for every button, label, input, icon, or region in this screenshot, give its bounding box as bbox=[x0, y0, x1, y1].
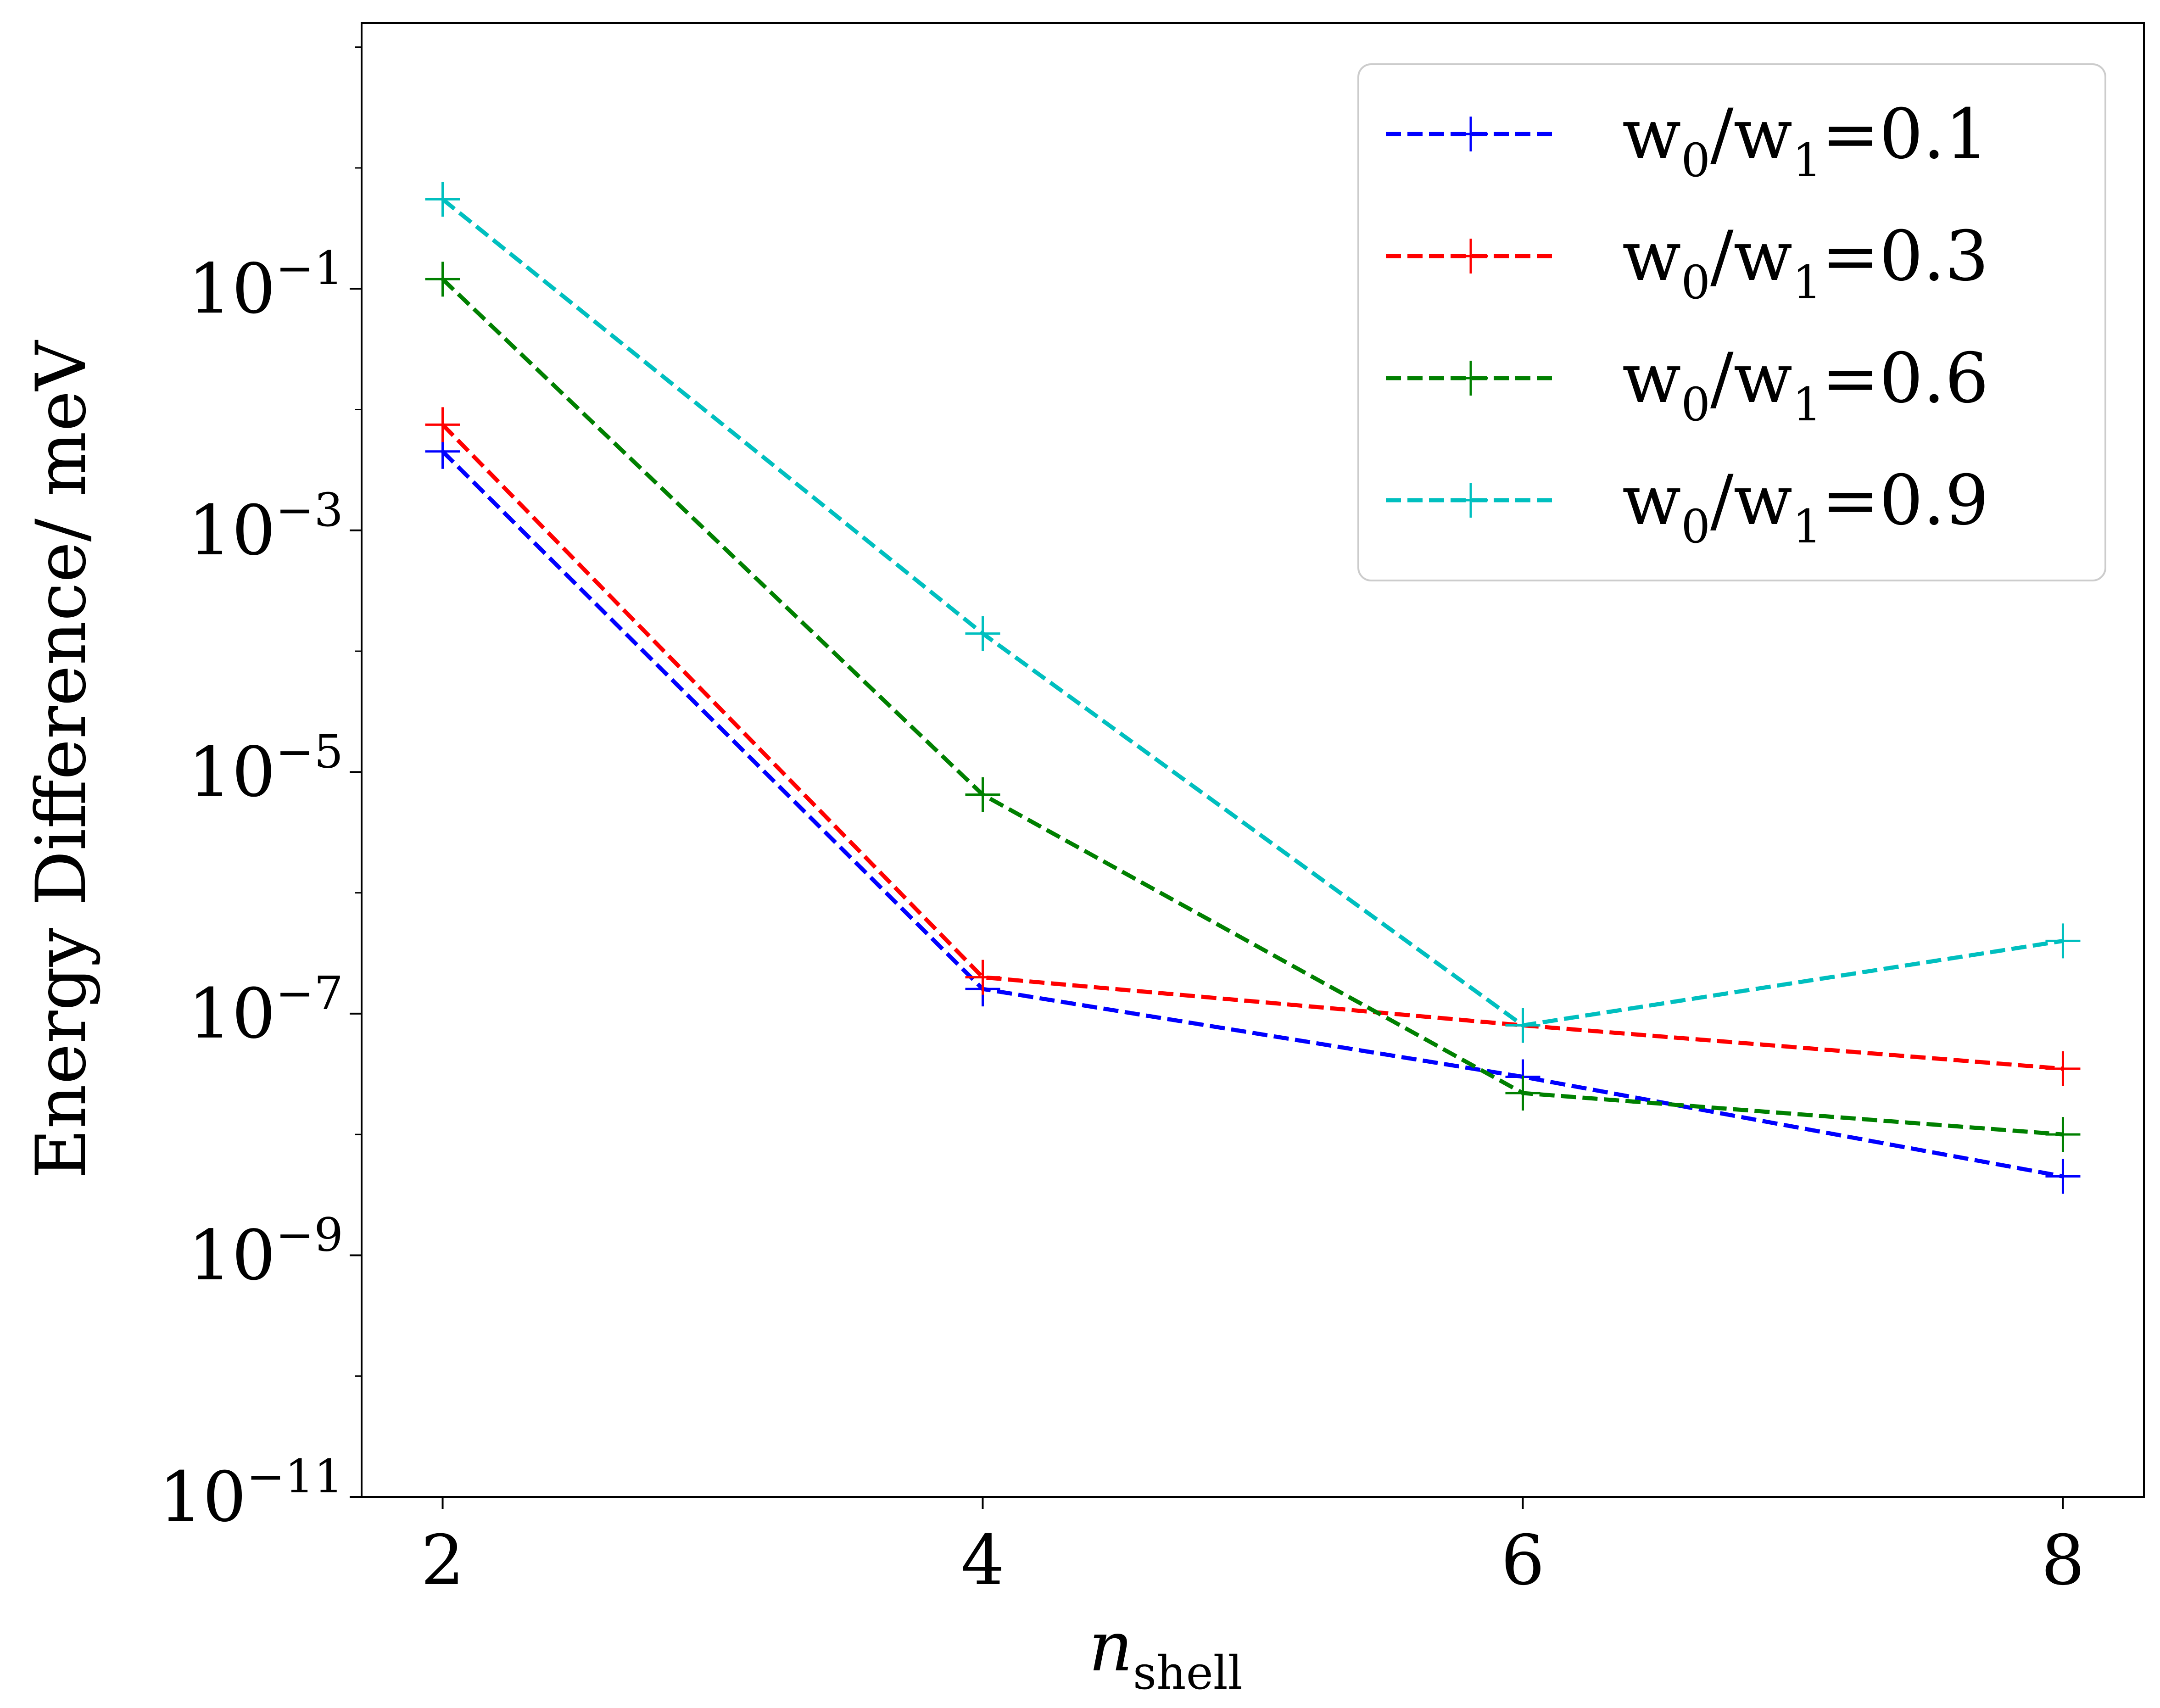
y-tick-label: 10−5 bbox=[188, 725, 343, 812]
y-axis-label: Energy Difference/ meV bbox=[22, 340, 101, 1179]
data-point bbox=[965, 616, 1000, 651]
legend-entry: w0/w1=0.1 bbox=[1386, 95, 1989, 187]
x-tick-label: 2 bbox=[421, 1521, 464, 1601]
y-tick-label: 10−7 bbox=[188, 966, 343, 1054]
x-axis-label: nshell bbox=[1088, 1607, 1242, 1700]
legend-entry: w0/w1=0.9 bbox=[1386, 461, 1989, 553]
legend-label: w0/w1=0.3 bbox=[1622, 217, 1989, 309]
data-point bbox=[1505, 1008, 1540, 1043]
legend-entry: w0/w1=0.6 bbox=[1386, 339, 1989, 431]
y-tick-label: 10−11 bbox=[159, 1450, 343, 1537]
legend-box bbox=[1357, 63, 2106, 581]
legend-label: w0/w1=0.1 bbox=[1622, 95, 1989, 187]
x-axis-ticks: 2 4 6 8 bbox=[421, 1497, 2085, 1601]
plot-frame bbox=[361, 22, 2145, 1498]
legend-label: w0/w1=0.9 bbox=[1622, 461, 1989, 553]
series-line bbox=[441, 197, 2064, 1028]
series-line bbox=[441, 423, 2063, 1071]
y-tick-label: 10−9 bbox=[188, 1208, 343, 1295]
y-tick-label: 10−1 bbox=[188, 241, 343, 329]
data-point bbox=[2045, 1051, 2081, 1086]
data-point bbox=[425, 407, 460, 442]
series-line bbox=[441, 278, 2063, 1137]
data-point bbox=[965, 960, 1000, 995]
y-axis-ticks: 10−11 10−9 10−7 10−5 10−3 10−1 bbox=[159, 46, 362, 1537]
data-point bbox=[425, 262, 460, 297]
data-point bbox=[425, 182, 460, 217]
legend: w0/w1=0.1 w0/w1=0.3 w0/w1=0.6 w0/w1=0.9 bbox=[1357, 63, 2106, 581]
legend-label: w0/w1=0.6 bbox=[1622, 339, 1989, 431]
x-tick-label: 6 bbox=[1501, 1521, 1545, 1601]
plot-markers bbox=[425, 182, 2081, 1194]
plot-lines bbox=[441, 197, 2064, 1178]
y-tick-label: 10−3 bbox=[188, 483, 343, 571]
x-tick-label: 4 bbox=[961, 1521, 1005, 1601]
data-point bbox=[965, 777, 1000, 812]
data-point bbox=[2045, 923, 2081, 959]
x-tick-label: 8 bbox=[2041, 1521, 2085, 1601]
legend-entry: w0/w1=0.3 bbox=[1386, 217, 1989, 309]
data-point bbox=[2045, 1117, 2081, 1152]
data-point bbox=[2045, 1159, 2081, 1194]
data-point bbox=[1505, 1076, 1540, 1111]
series-line bbox=[441, 450, 2064, 1178]
